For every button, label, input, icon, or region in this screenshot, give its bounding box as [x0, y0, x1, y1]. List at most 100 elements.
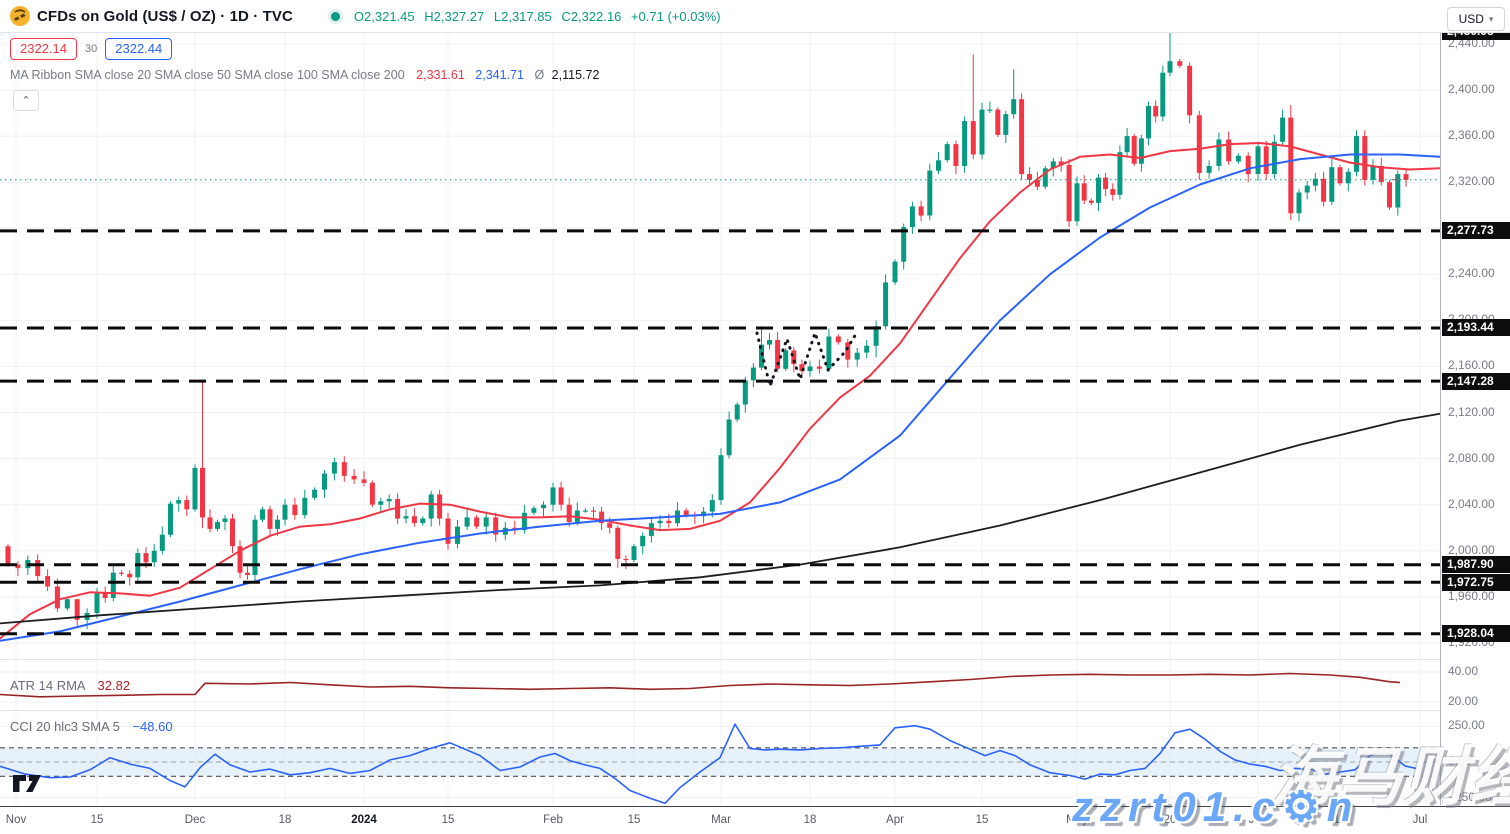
ohlc-high: H2,327.27 — [424, 8, 485, 24]
candle-body — [666, 520, 672, 524]
collapse-legend-button[interactable]: ⌃ — [13, 90, 39, 111]
gold-symbol-icon — [10, 6, 30, 26]
candle-body — [816, 366, 822, 369]
currency-dropdown[interactable]: USD ▾ — [1447, 7, 1505, 31]
sell-price-button[interactable]: 2322.14 — [10, 38, 77, 60]
candle-body — [1124, 136, 1130, 153]
candle-body — [15, 564, 21, 569]
candle-body — [901, 227, 907, 262]
candle-body — [1196, 115, 1202, 173]
candle-body — [783, 350, 789, 369]
level-price-label: 2,147.28 — [1442, 372, 1510, 390]
atr-legend[interactable]: ATR 14 RMA 32.82 — [10, 678, 130, 693]
candle-body — [351, 475, 357, 480]
price-axis[interactable]: 2,440.00 2,400.00 2,360.00 2,320.00 2,240.00… — [1440, 0, 1510, 805]
candle-body — [970, 121, 976, 155]
candle-body — [341, 462, 347, 476]
candle-body — [445, 518, 451, 544]
candle-body — [1058, 161, 1064, 165]
time-tick-label: May — [1066, 814, 1088, 826]
candle-body — [1066, 164, 1072, 222]
candle-body — [1138, 138, 1144, 164]
level-price-label: 2,277.73 — [1442, 222, 1510, 240]
candle-body — [582, 510, 588, 512]
ohlc-open: O2,321.45 — [353, 8, 415, 24]
candle-body — [1378, 166, 1384, 183]
candle-body — [54, 586, 60, 609]
candle-body — [1263, 146, 1269, 174]
level-price-label: 1,928.04 — [1442, 625, 1510, 643]
ohlc-change: +0.71 (+0.03%) — [630, 8, 721, 24]
candle-body — [230, 518, 235, 547]
candle-body — [799, 364, 805, 372]
ma-line-sma-fast — [0, 142, 1441, 640]
candle-body — [275, 519, 280, 529]
price-label: 2,360.00 — [1448, 128, 1495, 143]
candle-body — [566, 504, 572, 522]
atr-title: ATR 14 RMA — [10, 678, 85, 693]
candle-body — [1395, 174, 1401, 208]
candle-body — [474, 517, 480, 527]
time-tick-label: Jun — [1248, 814, 1268, 826]
time-tick-label: 20 — [1163, 814, 1177, 826]
cci-legend[interactable]: CCI 20 hlc3 SMA 5 −48.60 — [10, 719, 173, 734]
candle-body — [623, 558, 629, 561]
candle-body — [215, 522, 220, 529]
candle-body — [826, 336, 832, 369]
candle-body — [759, 344, 764, 368]
candle-body — [550, 487, 556, 505]
candle-body — [386, 499, 392, 502]
candle-body — [742, 380, 748, 405]
time-tick-label: 15 — [627, 814, 641, 826]
candle-body — [791, 350, 797, 365]
tradingview-logo[interactable] — [12, 774, 48, 794]
candle-body — [883, 282, 889, 327]
candle-body — [1345, 171, 1351, 184]
time-tick-label: 15 — [441, 814, 455, 826]
candle-body — [184, 500, 190, 510]
cci-axis-label: 250.00 — [1448, 718, 1485, 733]
atr-value: 32.82 — [97, 678, 131, 693]
candle-body — [1255, 146, 1261, 174]
candle-body — [331, 462, 337, 474]
candle-body — [640, 535, 646, 547]
candle-body — [615, 527, 621, 559]
candle-body — [927, 170, 933, 216]
candle-body — [873, 326, 879, 346]
cci-value: −48.60 — [132, 719, 173, 734]
candle-body — [541, 504, 546, 509]
plus-marker-icon[interactable] — [1392, 175, 1400, 184]
ma-average-prefix: Ø — [534, 68, 545, 82]
candle-body — [591, 510, 596, 512]
buy-price-button[interactable]: 2322.44 — [105, 38, 173, 60]
candle-body — [1019, 99, 1025, 175]
top-toolbar: CFDs on Gold (US$ / OZ) · 1D · TVC O2,32… — [0, 0, 1510, 33]
candle-body — [944, 144, 950, 161]
candle-body — [1042, 168, 1048, 187]
symbol-title[interactable]: CFDs on Gold (US$ / OZ) · 1D · TVC — [37, 7, 293, 25]
candle-body — [1280, 117, 1286, 142]
candle-body — [979, 109, 985, 155]
candle-body — [734, 404, 740, 420]
candle-body — [995, 109, 1001, 135]
candle-body — [1387, 182, 1392, 208]
candle-body — [35, 560, 41, 577]
ma-ribbon-legend[interactable]: MA Ribbon SMA close 20 SMA close 50 SMA … — [10, 68, 599, 82]
candle-body — [493, 517, 499, 535]
candle-body — [1160, 72, 1166, 117]
dotted-annotation[interactable] — [755, 328, 858, 392]
chevron-up-icon: ⌃ — [21, 95, 31, 107]
candle-body — [1050, 161, 1056, 169]
time-tick-label: 15 — [90, 814, 104, 826]
candle-body — [260, 509, 265, 520]
candle-body — [1245, 155, 1251, 175]
candle-body — [775, 340, 781, 369]
candle-body — [1003, 114, 1009, 135]
candle-body — [207, 517, 213, 529]
market-status-dot[interactable] — [330, 11, 340, 21]
candle-body — [767, 340, 772, 345]
time-axis[interactable]: Nov 15 Dec 18 2024 15 Feb 15 Mar 18 Apr 15 May 20 Jun 1… — [0, 806, 1510, 834]
candle-body — [1370, 166, 1376, 180]
candle-body — [531, 508, 537, 513]
